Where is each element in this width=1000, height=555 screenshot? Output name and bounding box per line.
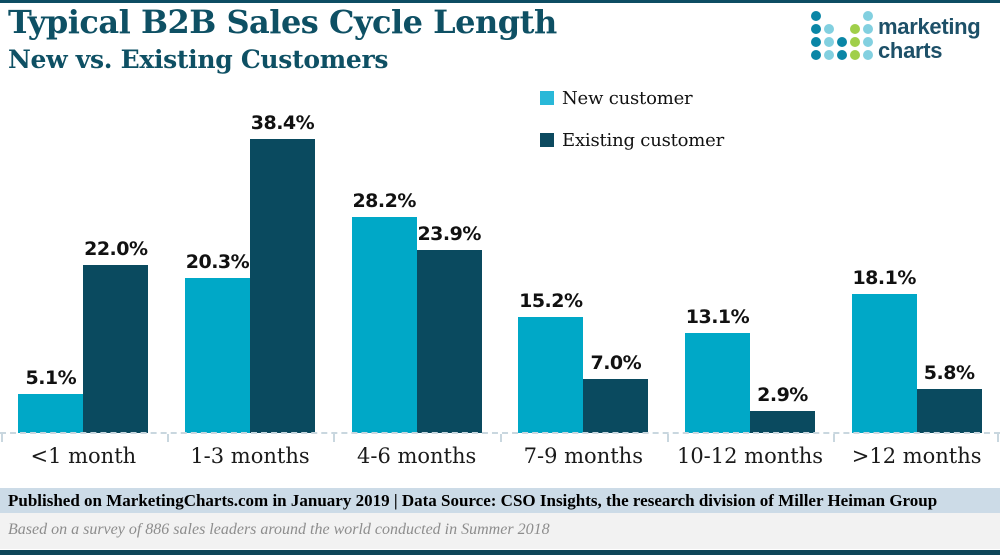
- baseline-tick: [997, 434, 999, 442]
- legend-swatch-new: [540, 91, 554, 105]
- logo-line-1: marketing: [878, 14, 981, 39]
- logo-dot-icon: [811, 50, 821, 60]
- logo-dot-icon: [863, 50, 873, 60]
- page-subtitle: New vs. Existing Customers: [8, 45, 389, 74]
- logo-dot-icon: [824, 37, 834, 47]
- bar-value-label: 38.4%: [250, 112, 315, 134]
- logo-dot-icon: [824, 24, 834, 34]
- baseline-tick: [166, 434, 169, 442]
- category-label: <1 month: [30, 444, 137, 468]
- logo-dot-icon: [811, 37, 821, 47]
- page-title: Typical B2B Sales Cycle Length: [8, 3, 557, 41]
- category-label: >12 months: [851, 444, 982, 468]
- baseline-tick: [1, 434, 3, 442]
- chart-baseline: [0, 432, 1000, 434]
- logo-dot-icon: [850, 37, 860, 47]
- category-label: 7-9 months: [523, 444, 643, 468]
- legend: New customer Existing customer: [540, 87, 725, 174]
- bar-value-label: 13.1%: [685, 305, 750, 328]
- logo-dot-icon: [850, 24, 860, 34]
- category-label: 4-6 months: [356, 444, 477, 468]
- bar-new: [518, 316, 584, 433]
- footer-note-line: Based on a survey of 886 sales leaders a…: [0, 513, 1000, 549]
- legend-label-new: New customer: [562, 87, 693, 109]
- bar-value-label: 23.9%: [417, 223, 481, 246]
- bar-new: [684, 332, 750, 433]
- bar-new: [351, 217, 417, 433]
- baseline-tick: [833, 434, 836, 442]
- baseline-tick: [500, 434, 502, 442]
- bar-new: [184, 277, 250, 433]
- legend-item-new: New customer: [540, 87, 724, 109]
- top-accent-bar: [0, 0, 1000, 3]
- logo-dots-icon: [811, 11, 876, 63]
- logo-dot-icon: [811, 11, 821, 21]
- legend-swatch-existing: [540, 133, 554, 147]
- logo-dot-icon: [850, 50, 860, 60]
- logo-dot-icon: [824, 50, 834, 60]
- baseline-tick: [333, 434, 336, 442]
- bar-new: [18, 393, 84, 433]
- bar-existing: [249, 139, 315, 433]
- logo-text: marketing charts: [878, 14, 981, 63]
- bar-value-label: 28.2%: [352, 190, 416, 213]
- bar-value-label: 20.3%: [185, 250, 250, 273]
- logo-dot-icon: [863, 37, 873, 47]
- bar-value-label: 5.8%: [923, 361, 975, 384]
- bar-new: [851, 294, 917, 433]
- bar-value-label: 22.0%: [84, 237, 148, 260]
- logo-dot-empty: [837, 11, 847, 21]
- bar-group: 5.1% 22.0% <1 month: [0, 139, 167, 468]
- legend-item-existing: Existing customer: [540, 129, 725, 151]
- bar-value-label: 7.0%: [590, 352, 642, 375]
- bar-value-label: 5.1%: [25, 366, 77, 389]
- logo-line-2: charts: [878, 38, 943, 63]
- bar-existing: [416, 250, 482, 433]
- footer-published-line: Published on MarketingCharts.com in Janu…: [0, 488, 1000, 513]
- bar-group: 28.2% 23.9% 4-6 months: [333, 139, 500, 468]
- category-label: 10-12 months: [676, 444, 823, 468]
- logo-dot-icon: [863, 24, 873, 34]
- bar-group: 18.1% 5.8% >12 months: [833, 139, 1000, 468]
- logo-dot-empty: [837, 24, 847, 34]
- bar-group: 20.3% 38.4% 1-3 months: [167, 112, 334, 468]
- bar-value-label: 2.9%: [757, 383, 808, 406]
- bar-existing: [749, 410, 815, 433]
- category-label: 1-3 months: [190, 444, 310, 468]
- bottom-accent-bar: [0, 550, 1000, 555]
- logo-dot-icon: [837, 50, 847, 60]
- baseline-tick: [666, 434, 669, 442]
- bar-group: 15.2% 7.0% 7-9 months: [500, 139, 667, 468]
- bar-existing: [916, 388, 982, 433]
- bar-existing: [583, 379, 649, 433]
- logo-dot-icon: [863, 11, 873, 21]
- bar-existing: [83, 264, 149, 433]
- legend-label-existing: Existing customer: [562, 129, 725, 151]
- logo-dot-icon: [811, 24, 821, 34]
- bar-group: 13.1% 2.9% 10-12 months: [667, 139, 834, 468]
- bar-value-label: 18.1%: [852, 267, 916, 290]
- logo-dot-empty: [850, 11, 860, 21]
- logo-dot-empty: [824, 11, 834, 21]
- bar-value-label: 15.2%: [519, 289, 583, 312]
- logo-dot-icon: [837, 37, 847, 47]
- bar-chart: 5.1% 22.0% <1 month 20.3% 38.4% 1-3 months 28.…: [0, 112, 1000, 468]
